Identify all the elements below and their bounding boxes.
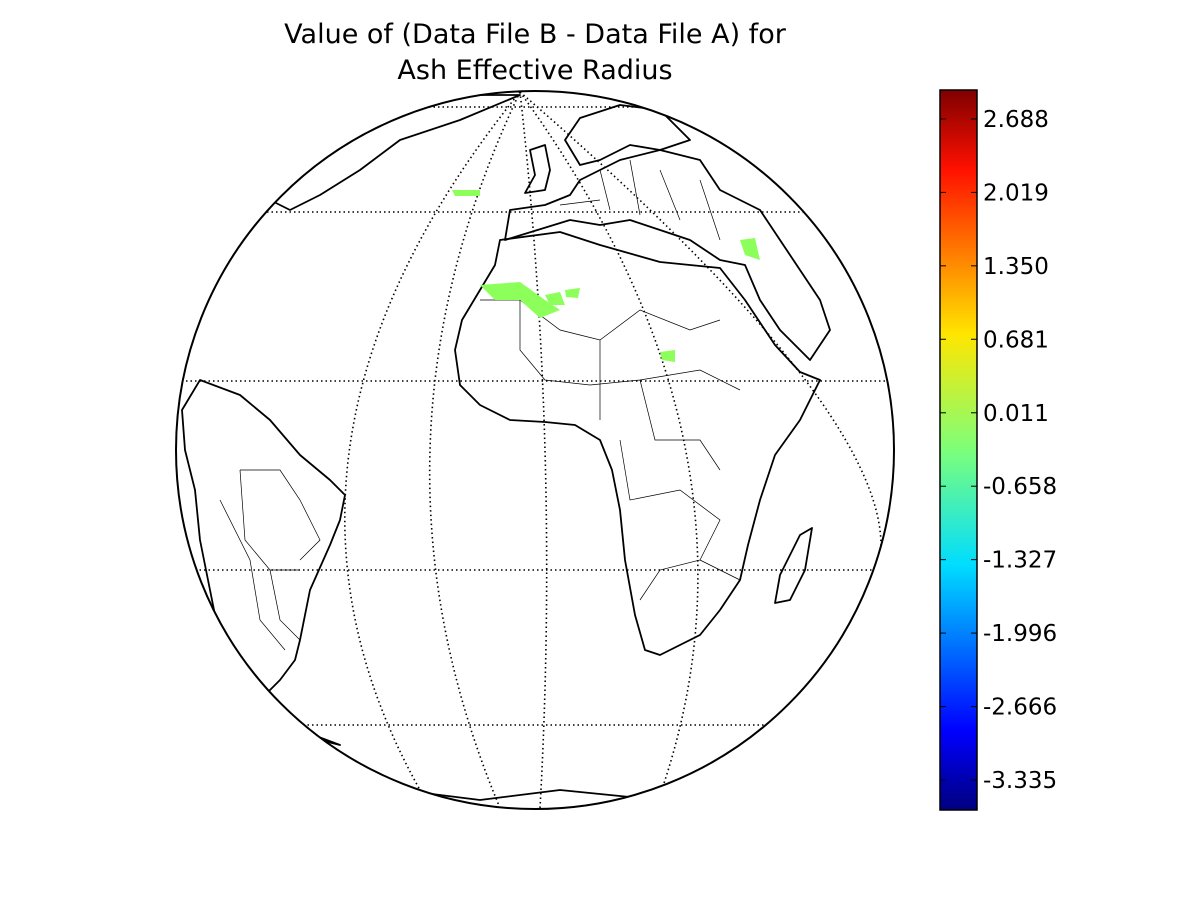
colorbar-tick-label: -3.335 xyxy=(983,768,1057,794)
graticule xyxy=(176,91,894,809)
europe xyxy=(504,149,831,361)
ash-patch xyxy=(480,282,560,318)
title-line: Value of (Data File B - Data File A) for xyxy=(284,19,787,50)
africa xyxy=(454,231,821,656)
globe xyxy=(175,90,895,810)
colorbar-tick-label: 0.011 xyxy=(983,401,1049,427)
colorbar-tick-label: 2.688 xyxy=(983,107,1049,133)
colorbar-tick-label: 1.350 xyxy=(983,254,1049,280)
colorbar-tick-label: -2.666 xyxy=(983,695,1057,721)
scandinavia xyxy=(564,104,691,166)
colorbar-tick-label: -1.996 xyxy=(983,621,1057,647)
colorbar-tick-label: 2.019 xyxy=(983,180,1049,206)
colorbar-gradient xyxy=(939,89,978,811)
title-line: Ash Effective Radius xyxy=(397,55,672,86)
land xyxy=(181,94,831,809)
colorbar-tick-label: -0.658 xyxy=(983,474,1057,500)
britain xyxy=(524,144,551,194)
ash-patch xyxy=(545,288,580,305)
madagascar xyxy=(774,527,813,604)
colorbar-tick-label: 0.681 xyxy=(983,327,1049,353)
colorbar-tick-label: -1.327 xyxy=(983,548,1057,574)
colorbar: -3.335 -2.666 -1.996 -1.327 -0.658 0.011 0.681… xyxy=(939,89,1057,811)
